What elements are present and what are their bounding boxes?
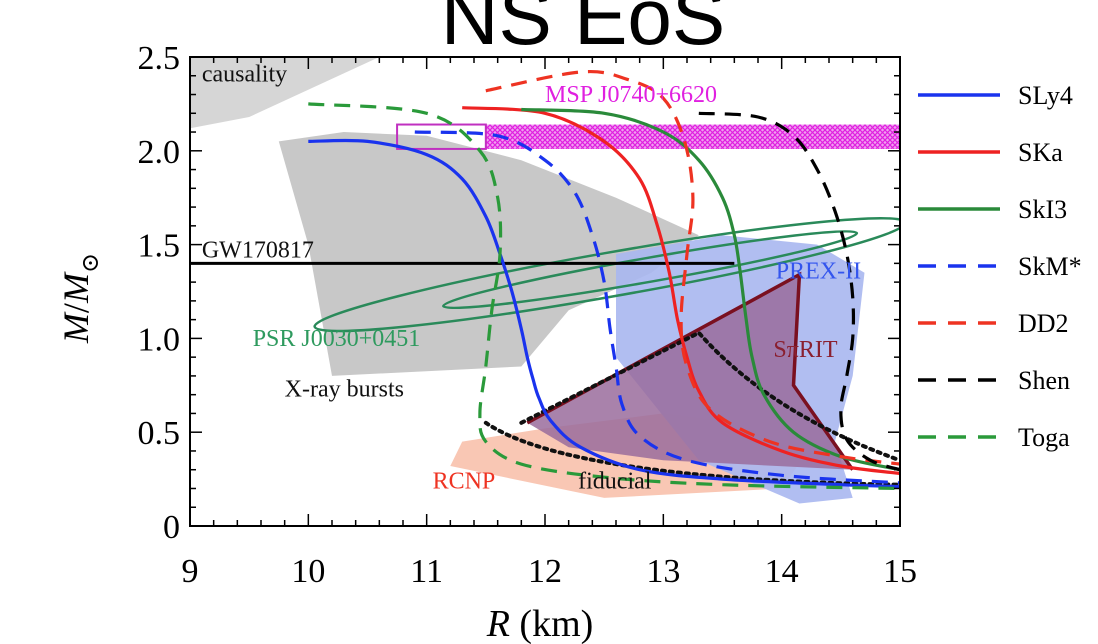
plot-area (190, 57, 900, 504)
legend-label-3: SkM* (1018, 252, 1082, 281)
y-axis-label-sub: ⊙ (78, 253, 104, 273)
annotation-4: PSR J0030+0451 (253, 326, 421, 352)
x-tick-label: 11 (410, 553, 443, 590)
fiducial-outline-upper (519, 330, 900, 463)
annotation-3: PREX-II (776, 258, 861, 284)
legend-label-5: Shen (1018, 366, 1070, 395)
annotation-2: GW170817 (202, 238, 314, 264)
legend-label-4: DD2 (1018, 309, 1069, 338)
annotation-8: fiducial (578, 468, 652, 494)
series-line-6 (308, 102, 900, 491)
causality-region (190, 57, 380, 129)
series-line-3 (414, 130, 900, 485)
annotation-group: causality MSP J0740+6620 GW170817 PREX-II PS… (202, 61, 861, 494)
x-tick-label: 10 (291, 553, 325, 590)
annotation-0: causality (202, 61, 287, 87)
series-line-0 (308, 138, 900, 489)
xray-bursts-region (278, 132, 699, 376)
psr-j0030-contour-inner (442, 230, 859, 310)
x-tick-label: 12 (528, 553, 562, 590)
y-tick-label: 0.5 (138, 415, 181, 452)
legend-label-0: SLy4 (1018, 81, 1073, 110)
legend-label-6: Toga (1018, 423, 1070, 452)
annotation-6: X-ray bursts (285, 377, 404, 403)
psr-j0030-contour-outer (313, 216, 900, 333)
legend-label-2: SkI3 (1018, 195, 1067, 224)
y-axis-label: M/M⊙ (56, 253, 104, 344)
msp-j0740-band-outline (396, 123, 487, 150)
legend: SLy4 SKa SkI3 SkM* DD2 Shen Toga (918, 81, 1082, 452)
msp-j0740-band (485, 124, 900, 149)
y-tick-label: 1.5 (138, 228, 181, 265)
y-tick-label: 0 (163, 509, 180, 546)
series-line-1 (462, 106, 900, 476)
annotation-7: RCNP (433, 468, 496, 494)
x-tick-label: 15 (883, 553, 917, 590)
annotation-1: MSP J0740+6620 (545, 82, 717, 108)
y-tick-label: 2.5 (138, 40, 181, 77)
chart-title: NS EoS (441, 0, 726, 61)
series-line-4 (485, 69, 900, 466)
y-tick-label: 1.0 (138, 321, 181, 358)
x-tick-label: 14 (765, 553, 799, 590)
series-group (308, 69, 900, 491)
legend-label-1: SKa (1018, 138, 1063, 167)
x-axis-label: R (km) (486, 603, 594, 644)
x-tick-label: 13 (646, 553, 680, 590)
annotation-5: SπRIT (773, 337, 837, 363)
y-tick-label: 2.0 (138, 134, 181, 171)
axes-frame: 9 10 11 12 13 14 15 0 0.5 1.0 1.5 2.0 2.5 (138, 40, 918, 590)
x-tick-label: 9 (182, 553, 199, 590)
series-line-5 (698, 111, 900, 472)
series-line-2 (521, 107, 900, 472)
